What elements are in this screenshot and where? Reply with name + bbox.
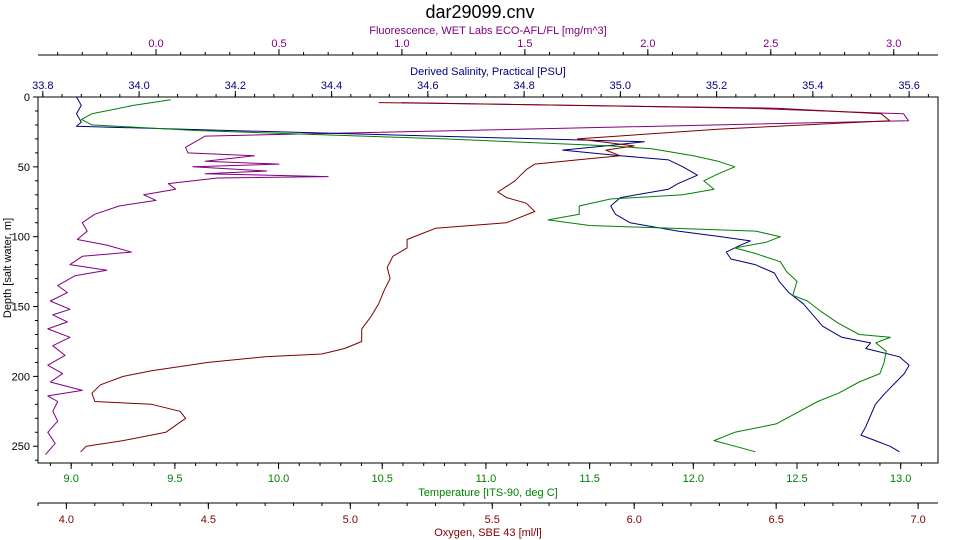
- y-tick-label: 100: [12, 232, 30, 244]
- x-tick-label-oxy: 7.0: [910, 514, 925, 526]
- x-tick-label-temp: 9.5: [167, 473, 182, 485]
- x-tick-label-oxy: 5.5: [485, 514, 500, 526]
- x-tick-label-temp: 9.0: [64, 473, 79, 485]
- y-axis-label: Depth [salt water, m]: [2, 218, 14, 318]
- x-tick-label-oxy: 6.0: [627, 514, 642, 526]
- x-tick-label-sal: 35.0: [610, 80, 631, 92]
- y-tick-label: 200: [12, 371, 30, 383]
- x-tick-label-fluor: 1.0: [394, 38, 409, 50]
- chart-title: dar29099.cnv: [425, 2, 534, 22]
- x-tick-label-sal: 34.4: [321, 80, 342, 92]
- series-line-sal: [76, 96, 910, 453]
- y-tick-label: 250: [12, 441, 30, 453]
- x-tick-label-fluor: 2.0: [640, 38, 655, 50]
- axis-label-sal: Derived Salinity, Practical [PSU]: [410, 66, 566, 78]
- x-tick-label-sal: 35.2: [706, 80, 727, 92]
- y-tick-label: 0: [24, 92, 30, 104]
- axis-label-oxy: Oxygen, SBE 43 [ml/l]: [434, 527, 542, 539]
- x-tick-label-temp: 10.0: [268, 473, 289, 485]
- x-tick-label-sal: 34.0: [128, 80, 149, 92]
- x-tick-label-fluor: 3.0: [886, 38, 901, 50]
- x-tick-label-temp: 13.0: [890, 473, 911, 485]
- x-tick-label-oxy: 5.0: [343, 514, 358, 526]
- x-tick-label-temp: 12.0: [683, 473, 704, 485]
- x-tick-label-sal: 34.2: [225, 80, 246, 92]
- x-tick-label-oxy: 4.5: [201, 514, 216, 526]
- x-tick-label-sal: 34.8: [513, 80, 534, 92]
- series-line-oxy: [80, 102, 891, 453]
- x-tick-label-fluor: 0.0: [148, 38, 163, 50]
- y-tick-label: 50: [18, 162, 30, 174]
- x-tick-label-temp: 12.5: [786, 473, 807, 485]
- series-line-fluor: [45, 102, 909, 455]
- x-tick-label-temp: 11.5: [579, 473, 600, 485]
- x-tick-label-temp: 10.5: [372, 473, 393, 485]
- x-tick-label-sal: 33.8: [32, 80, 53, 92]
- x-tick-label-sal: 34.6: [417, 80, 438, 92]
- x-tick-label-sal: 35.4: [802, 80, 823, 92]
- x-tick-label-temp: 11.0: [476, 473, 497, 485]
- plot-area: [37, 96, 939, 464]
- axis-label-temp: Temperature [ITS-90, deg C]: [418, 487, 557, 499]
- x-tick-label-fluor: 1.5: [517, 38, 532, 50]
- x-tick-label-oxy: 6.5: [769, 514, 784, 526]
- x-tick-label-oxy: 4.0: [59, 514, 74, 526]
- axes-layer: 0 50 100 150 200 250 0.0 0.5 1.0 1.5 2.0 2.5 3.0 Fluo…: [12, 25, 938, 539]
- axis-label-fluor: Fluorescence, WET Labs ECO-AFL/FL [mg/m^…: [369, 25, 606, 37]
- x-tick-label-sal: 35.6: [898, 80, 919, 92]
- series-line-temp: [81, 99, 891, 453]
- x-tick-label-fluor: 0.5: [271, 38, 286, 50]
- y-tick-label: 150: [12, 302, 30, 314]
- x-tick-label-fluor: 2.5: [763, 38, 778, 50]
- series-layer: [45, 96, 910, 455]
